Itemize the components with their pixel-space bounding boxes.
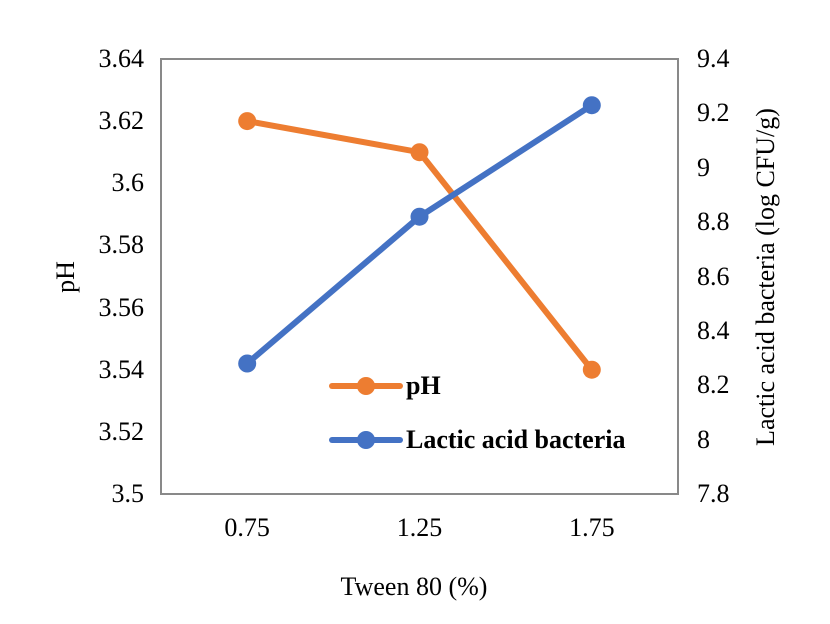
left-axis-tick-label: 3.64 — [98, 44, 145, 73]
left-axis-tick-label: 3.56 — [98, 292, 145, 322]
left-axis-tick-label: 3.6 — [111, 168, 145, 198]
legend-dot-swatch — [357, 431, 375, 449]
right-axis-tick-label: 7.8 — [697, 479, 730, 508]
legend: pH Lactic acid bacteria — [329, 371, 626, 479]
right-axis-title: Lactic acid bacteria (log CFU/g) — [751, 108, 780, 446]
x-axis-tick-label: 1.25 — [396, 513, 443, 542]
legend-label: pH — [406, 371, 441, 400]
legend-item-lactic-acid-bacteria: Lactic acid bacteria — [329, 425, 626, 455]
left-axis-tick-label: 3.52 — [98, 416, 145, 446]
right-axis-tick-label: 8.2 — [697, 370, 730, 400]
x-axis-tick-label: 1.75 — [569, 513, 615, 542]
right-axis-tick-label: 8.6 — [697, 261, 730, 291]
legend-label: Lactic acid bacteria — [406, 425, 626, 454]
right-axis-tick-label: 8 — [697, 424, 710, 454]
legend-dot-swatch — [357, 377, 375, 395]
right-axis-tick-label: 8.4 — [697, 315, 730, 345]
left-axis-title: pH — [51, 261, 80, 293]
left-axis-tick-label: 3.5 — [111, 479, 145, 508]
legend-item-ph: pH — [329, 371, 626, 401]
left-axis-tick-label: 3.54 — [98, 354, 145, 384]
right-axis-tick-label: 9.4 — [697, 44, 730, 73]
ph-legend-marker-icon — [329, 377, 403, 395]
x-axis-tick-label: 0.75 — [224, 513, 270, 542]
x-axis-title: Tween 80 (%) — [340, 572, 488, 601]
lactic-acid-bacteria-legend-marker-icon — [329, 431, 403, 449]
left-axis-tick-label: 3.58 — [98, 230, 145, 260]
right-axis-tick-label: 9 — [697, 152, 710, 182]
right-axis-tick-label: 9.2 — [697, 98, 730, 128]
left-axis-tick-label: 3.62 — [98, 106, 145, 136]
right-axis-tick-label: 8.8 — [697, 207, 730, 237]
